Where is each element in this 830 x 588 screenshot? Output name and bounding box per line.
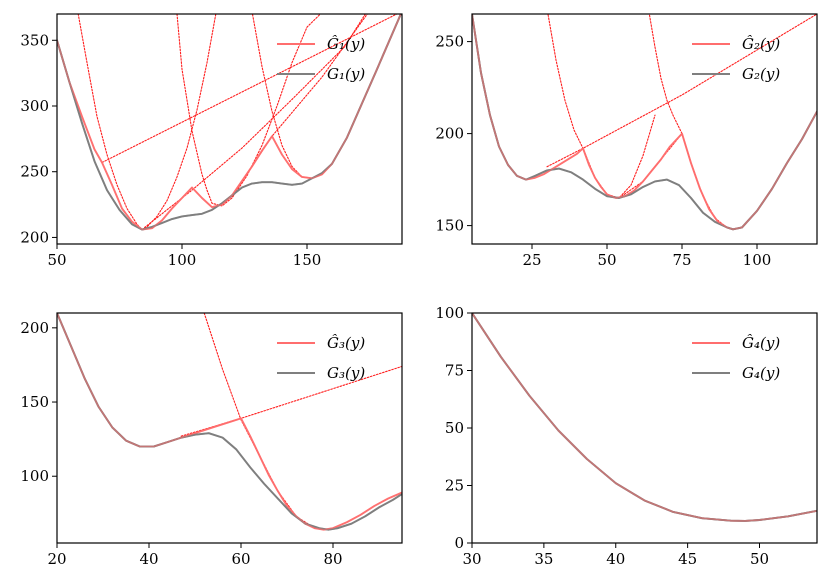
plot-area (472, 313, 817, 522)
y-tick-label: 0 (454, 534, 464, 552)
y-tick-label: 200 (435, 125, 464, 143)
x-tick-label: 35 (534, 550, 553, 568)
tangent-line (101, 14, 399, 164)
x-tick-label: 100 (168, 251, 197, 269)
panel-top-left: 50 100 150 200 250 300 350 Ĝ₁(y) G₁(y) (20, 13, 403, 269)
x-tick-label: 80 (323, 550, 342, 568)
series-line-G-hat-overlay (472, 313, 817, 522)
x-tick-label: 40 (139, 550, 158, 568)
legend-label: G₃(y) (327, 364, 365, 382)
legend: Ĝ₁(y) G₁(y) (277, 35, 365, 83)
tangent-line (180, 365, 402, 437)
y-tick-label: 25 (445, 477, 464, 495)
x-tick-label: 20 (47, 550, 66, 568)
y-tick-label: 250 (20, 163, 49, 181)
legend-label: G₄(y) (742, 364, 780, 382)
legend-label: G₂(y) (742, 65, 780, 83)
y-tick-label: 150 (20, 393, 49, 411)
legend-label: Ĝ₂(y) (742, 35, 780, 53)
x-tick-label: 50 (47, 251, 66, 269)
legend-label: Ĝ₁(y) (327, 35, 365, 53)
x-tick-label: 40 (606, 550, 625, 568)
series-line-G-hat-overlay (472, 14, 817, 231)
legend: Ĝ₃(y) G₃(y) (277, 334, 365, 382)
series-line-G-hat-overlay (57, 313, 402, 531)
x-tick-label: 60 (231, 550, 250, 568)
legend-label: G₁(y) (327, 65, 365, 83)
axes-frame (471, 13, 818, 245)
plot-area (57, 313, 402, 531)
y-tick-label: 75 (445, 362, 464, 380)
x-tick-label: 150 (293, 251, 322, 269)
panel-bottom-right: 30 35 40 45 50 0 25 50 75 100 Ĝ₄(y) G₄(y) (435, 304, 818, 568)
axes-frame (56, 13, 403, 245)
series-line-G-overlay (57, 14, 402, 231)
y-tick-label: 300 (20, 97, 49, 115)
legend: Ĝ₄(y) G₄(y) (692, 334, 780, 382)
tangent-line (546, 14, 817, 168)
series-line-G-hat-overlay (57, 14, 402, 231)
panel-top-right: 25 50 75 100 150 200 250 Ĝ₂(y) G₂(y) (435, 13, 818, 269)
x-tick-label: 30 (462, 550, 481, 568)
x-tick-label: 100 (743, 251, 772, 269)
legend-label: Ĝ₄(y) (742, 334, 780, 352)
y-tick-label: 100 (435, 304, 464, 322)
axes-frame (56, 312, 403, 544)
y-tick-label: 200 (20, 319, 49, 337)
y-tick-label: 350 (20, 31, 49, 49)
tangent-line (176, 14, 322, 207)
x-tick-label: 75 (672, 251, 691, 269)
y-tick-label: 50 (445, 419, 464, 437)
x-tick-label: 50 (750, 550, 769, 568)
y-tick-label: 200 (20, 228, 49, 246)
tangent-line (77, 14, 217, 231)
y-tick-label: 100 (20, 467, 49, 485)
panel-bottom-left: 20 40 60 80 100 150 200 Ĝ₃(y) G₃(y) (20, 312, 403, 568)
plot-area (472, 14, 817, 231)
x-tick-label: 25 (522, 251, 541, 269)
plot-area (57, 14, 402, 231)
x-tick-label: 45 (678, 550, 697, 568)
y-tick-label: 250 (435, 33, 464, 51)
legend-label: Ĝ₃(y) (327, 334, 365, 352)
legend: Ĝ₂(y) G₂(y) (692, 35, 780, 83)
y-tick-label: 150 (435, 217, 464, 235)
tangent-line (203, 313, 329, 531)
x-tick-label: 50 (597, 251, 616, 269)
